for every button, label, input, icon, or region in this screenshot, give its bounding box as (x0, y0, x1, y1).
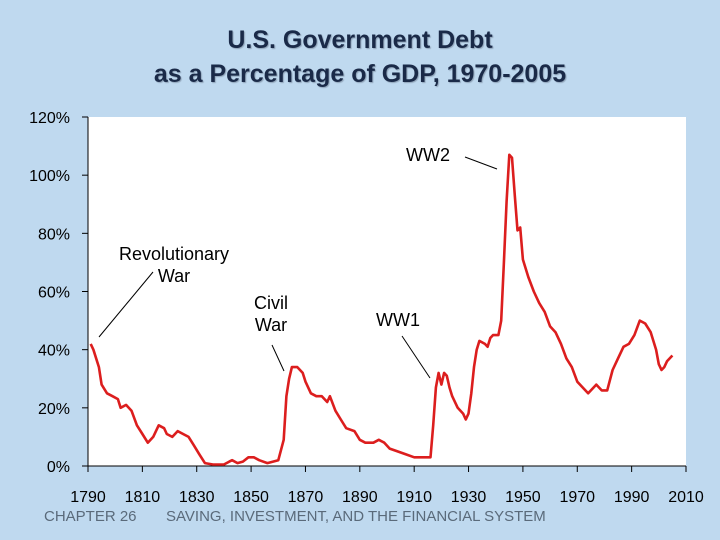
chart-subtitle: as a Percentage of GDP, 1970-2005 (153, 60, 567, 88)
y-tick-label: 120% (29, 110, 70, 127)
footer-chapter-title: SAVING, INVESTMENT, AND THE FINANCIAL SY… (166, 508, 546, 525)
annotation-leader-line (98, 271, 154, 338)
x-tick-label: 1890 (342, 489, 378, 506)
y-tick-label: 80% (38, 226, 70, 243)
y-tick-label: 100% (29, 168, 70, 185)
x-tick-label: 1830 (179, 489, 215, 506)
footer-chapter: CHAPTER 26 (44, 508, 137, 525)
x-tick-label: 2010 (668, 489, 704, 506)
x-tick-label: 1870 (288, 489, 324, 506)
axes (82, 116, 687, 472)
annotation-leaders (98, 156, 498, 379)
y-tick-label: 0% (47, 459, 70, 476)
x-tick-label: 1930 (451, 489, 487, 506)
x-tick-label: 1850 (233, 489, 269, 506)
x-tick-label: 1970 (559, 489, 595, 506)
annotation-leader-line (464, 156, 498, 170)
y-tick-label: 20% (38, 401, 70, 418)
annotation-label: WW1 (376, 310, 420, 330)
annotation-label: Civil War (254, 293, 288, 335)
annotation-leader-line (401, 335, 431, 379)
x-tick-label: 1950 (505, 489, 541, 506)
x-tick-label: 1810 (125, 489, 161, 506)
y-tick-label: 60% (38, 285, 70, 302)
x-tick-label: 1990 (614, 489, 650, 506)
x-tick-label: 1910 (396, 489, 432, 506)
x-tick-label: 1790 (70, 489, 106, 506)
tick-labels: 0% 20% 40% 60% 80% 100% 120% 1790 1810 1830 1850 18… (29, 110, 704, 506)
annotations: Revolutionary War Civil War WW1 WW2 (119, 145, 450, 335)
annotation-label: WW2 (406, 145, 450, 165)
y-tick-label: 40% (38, 343, 70, 360)
annotation-leader-line (271, 344, 285, 372)
plot-area (88, 117, 686, 466)
annotation-label: Revolutionary War (119, 244, 229, 286)
chart-title: U.S. Government Debt (227, 26, 493, 54)
series-line-debt-pct-gdp (89, 153, 674, 466)
